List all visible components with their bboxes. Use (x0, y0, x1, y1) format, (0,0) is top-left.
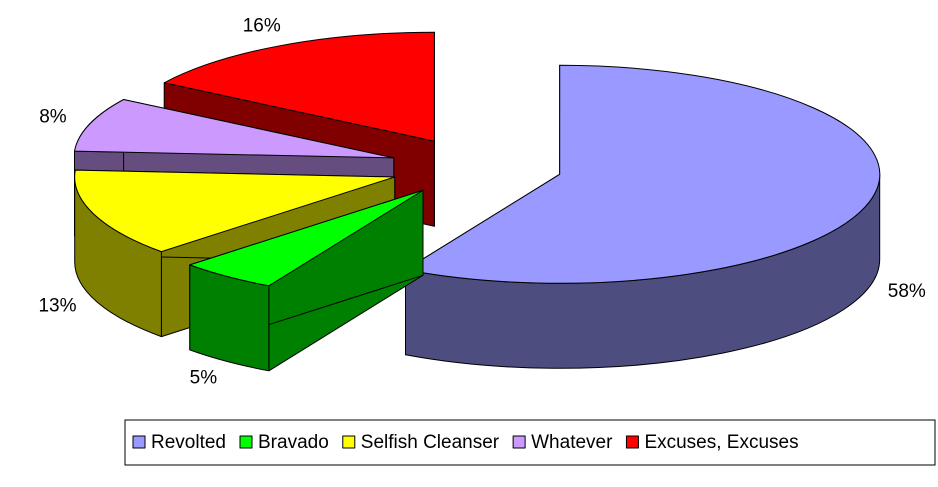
legend-swatch (512, 435, 526, 449)
legend-swatch (342, 435, 356, 449)
legend-box (124, 419, 936, 466)
slice (74, 169, 396, 253)
data-label: 8% (39, 107, 67, 128)
data-label: 16% (243, 16, 281, 37)
slice (405, 64, 881, 284)
data-label: 13% (38, 295, 76, 316)
legend-label: Whatever (531, 432, 613, 453)
legend-label: Excuses, Excuses (644, 432, 798, 453)
slice (74, 99, 395, 159)
legend-label: Bravado (258, 432, 329, 453)
slice (163, 31, 435, 142)
legend-swatch (132, 435, 146, 449)
legend: Revolted Bravado Selfish Cleanser Whatever E… (132, 432, 799, 453)
pie: 58% 5% 13% 8% 16% (38, 16, 925, 389)
data-label: 58% (888, 281, 926, 302)
slice (189, 189, 424, 287)
legend-label: Selfish Cleanser (361, 432, 500, 453)
data-label: 5% (190, 368, 218, 389)
legend-swatch (239, 435, 253, 449)
legend-swatch (625, 435, 639, 449)
legend-label: Revolted (151, 432, 226, 453)
